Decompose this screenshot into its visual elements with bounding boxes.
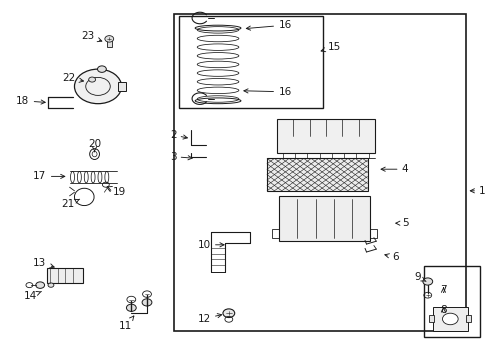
Text: 16: 16 — [246, 20, 292, 30]
Text: 17: 17 — [33, 171, 65, 181]
Text: 9: 9 — [415, 272, 426, 282]
Bar — [267, 158, 368, 191]
Text: 14: 14 — [24, 291, 42, 301]
Text: 10: 10 — [197, 240, 224, 250]
Text: 2: 2 — [170, 130, 187, 140]
Text: 8: 8 — [440, 305, 447, 315]
Circle shape — [423, 278, 433, 285]
Bar — [370, 229, 377, 238]
Bar — [118, 82, 126, 91]
Circle shape — [126, 304, 136, 311]
Text: 23: 23 — [81, 31, 102, 42]
Text: 3: 3 — [170, 152, 192, 162]
Bar — [47, 268, 83, 283]
Bar — [272, 229, 279, 238]
Text: 13: 13 — [33, 258, 54, 268]
Circle shape — [89, 77, 96, 82]
Text: 6: 6 — [385, 252, 399, 262]
Text: 20: 20 — [88, 139, 101, 152]
Text: 1: 1 — [470, 186, 486, 196]
Bar — [466, 315, 471, 322]
Bar — [433, 307, 468, 331]
Bar — [179, 16, 323, 108]
Text: 19: 19 — [108, 186, 126, 197]
Text: 18: 18 — [16, 96, 45, 106]
Circle shape — [105, 36, 114, 42]
Bar — [424, 266, 480, 337]
Text: 16: 16 — [244, 87, 292, 97]
Text: 7: 7 — [440, 285, 447, 295]
Bar — [277, 119, 375, 153]
Circle shape — [98, 66, 106, 72]
Bar — [279, 196, 370, 241]
Bar — [429, 315, 434, 322]
Circle shape — [442, 313, 458, 325]
Text: 15: 15 — [321, 42, 341, 52]
Text: 4: 4 — [381, 164, 409, 174]
Text: 12: 12 — [197, 314, 221, 324]
Bar — [107, 39, 112, 47]
Circle shape — [223, 309, 235, 318]
Circle shape — [74, 69, 122, 104]
Text: 22: 22 — [63, 73, 83, 84]
Circle shape — [142, 299, 152, 306]
Text: 21: 21 — [62, 199, 80, 210]
Circle shape — [36, 282, 45, 288]
Text: 11: 11 — [119, 316, 134, 331]
Bar — [174, 14, 466, 331]
Text: 5: 5 — [396, 218, 409, 228]
Circle shape — [48, 283, 54, 287]
